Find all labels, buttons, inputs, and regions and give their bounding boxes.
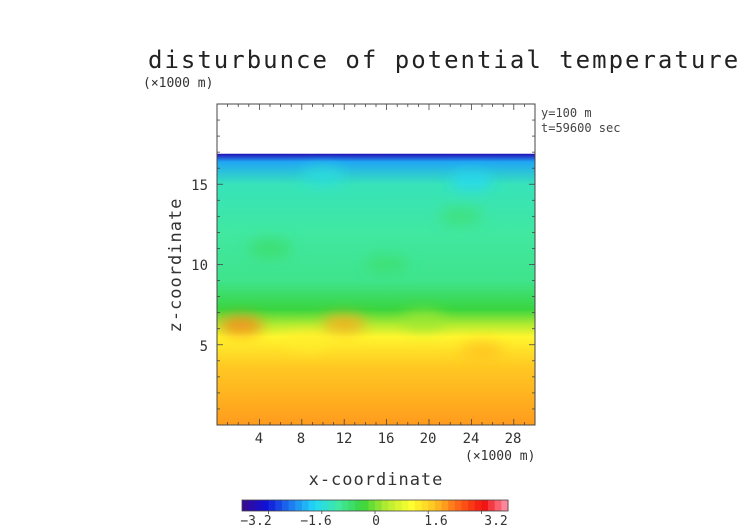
colorbar-segment [468,500,476,511]
colorbar-segment [388,500,396,511]
colorbar-segment [321,500,330,511]
colorbar-segment [308,500,316,511]
field-feature-4 [285,332,330,351]
colorbar-segment [335,500,343,511]
colorbar-segment [501,500,509,511]
colorbar-segment [315,500,323,511]
colorbar-segment [461,500,469,511]
x-tick-label-20: 20 [419,431,437,447]
colorbar-tick-label-1.6: 1.6 [424,514,448,529]
x-axis-label: x-coordinate [308,470,444,490]
colorbar-segment [281,500,290,511]
colorbar-segment [301,500,310,511]
colorbar-segment [375,500,383,511]
colorbar [241,499,509,514]
y-axis-unit: (×1000 m) [143,76,214,91]
x-tick-label-24: 24 [462,431,480,447]
field-feature-9 [301,167,345,186]
colorbar-segment [428,500,436,511]
y-tick-label-10: 10 [191,258,208,274]
field-feature-2 [322,314,367,333]
y-tick-label-15: 15 [191,178,208,194]
colorbar-tick-label-3.2: 3.2 [484,514,508,529]
field-feature-5 [460,342,504,361]
colorbar-segment [401,500,409,511]
colorbar-segment [275,500,283,511]
x-tick-label-4: 4 [254,431,264,447]
field-feature-3 [401,311,446,330]
colorbar-segment [255,500,263,511]
plot-axes [216,103,536,426]
colorbar-segment [328,500,336,511]
annotation-time: t=59600 sec [541,121,621,135]
colorbar-tick-label-neg1.6: −1.6 [300,514,332,529]
colorbar-segment [454,500,463,511]
colorbar-segment [242,500,250,511]
colorbar-segment [441,500,449,511]
annotation-y-position: y=100 m [541,106,592,120]
field-features [219,167,504,361]
y-tick-label-5: 5 [199,339,208,355]
colorbar-segment [341,500,349,511]
field-feature-10 [449,172,494,191]
colorbar-segment [348,500,356,511]
colorbar-segment [295,500,303,511]
field-feature-6 [248,239,292,258]
colorbar-segment [448,500,456,511]
x-tick-label-8: 8 [296,431,306,447]
colorbar-segment [261,500,270,511]
colorbar-segment [248,500,256,511]
colorbar-segment [408,500,416,511]
colorbar-segment [421,500,429,511]
colorbar-segment [494,500,502,511]
colorbar-segment [434,500,443,511]
x-tick-label-28: 28 [504,431,522,447]
chart-title: disturbunce of potential temperature [148,46,741,74]
field-feature-1 [219,316,264,335]
x-tick-label-16: 16 [377,431,395,447]
colorbar-tick-label-0: 0 [372,514,380,529]
colorbar-tick-label-neg3.2: −3.2 [240,514,272,529]
background-profile [217,153,535,425]
colorbar-segment [394,500,403,511]
x-tick-label-12: 12 [335,431,353,447]
field-feature-8 [438,207,483,226]
colorbar-segment [481,500,489,511]
colorbar-segment [355,500,363,511]
colorbar-segment [361,500,369,511]
colorbar-segment [488,500,496,511]
field-feature-7 [364,255,409,274]
colorbar-segment [368,500,376,511]
colorbar-segment [268,500,276,511]
colorbar-segment [288,500,296,511]
x-axis-unit: (×1000 m) [465,449,536,464]
heatmap-field [217,153,535,425]
colorbar-segment [381,500,389,511]
colorbar-segment [474,500,482,511]
colorbar-segment [414,500,423,511]
